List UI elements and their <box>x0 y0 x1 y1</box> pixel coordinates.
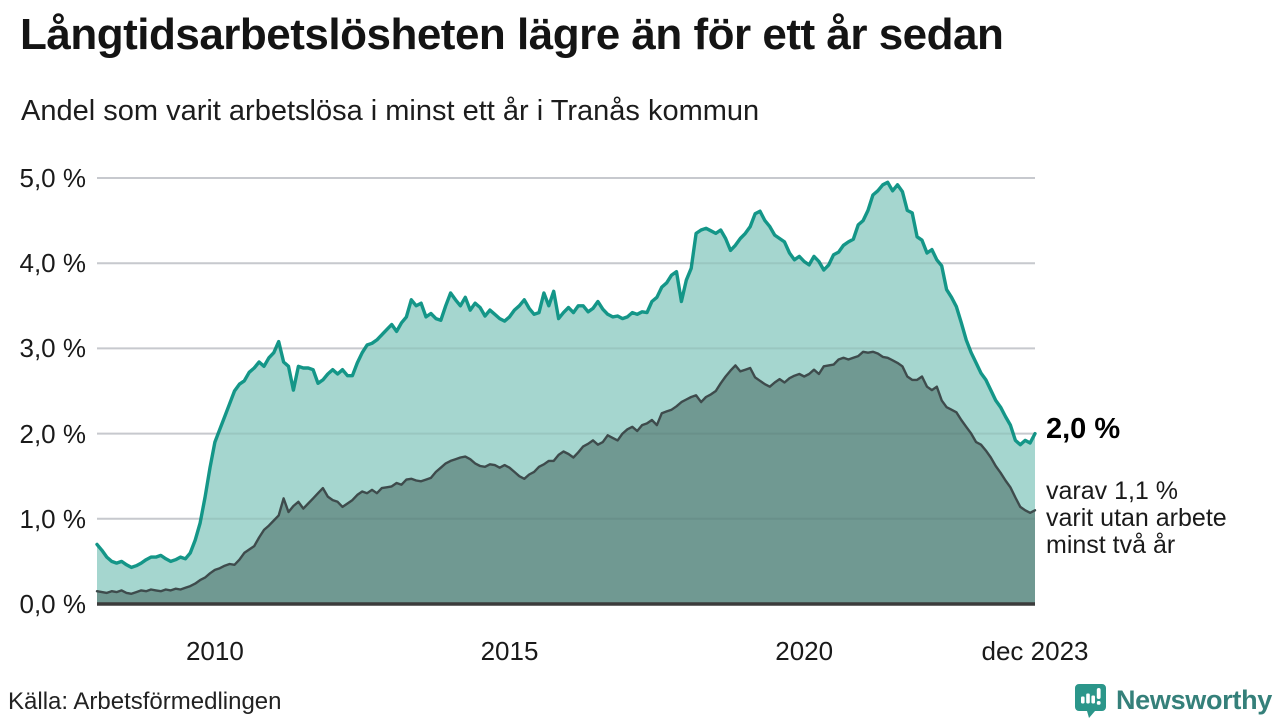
series-line-min-two-years <box>95 350 1037 595</box>
page-subtitle: Andel som varit arbetslösa i minst ett å… <box>21 95 760 127</box>
end-value-sublabel-line: minst två år <box>1046 531 1176 559</box>
end-value-sublabel-line: varit utan arbete <box>1046 504 1227 532</box>
series-line-min-one-year <box>95 180 1037 570</box>
newsworthy-wordmark: Newsworthy <box>1115 685 1272 715</box>
source-label: Källa: Arbetsförmedlingen <box>8 688 282 715</box>
series-area-min-two-years <box>97 351 1035 604</box>
end-value-sublabel-line: varav 1,1 % <box>1046 477 1179 505</box>
newsworthy-speech-bubble-chart-icon <box>1074 683 1107 718</box>
newsworthy-logo: Newsworthy <box>1074 683 1272 718</box>
page-title: Långtidsarbetslösheten lägre än för ett … <box>20 10 1004 59</box>
end-value-sublabel: varav 1,1 % varit utan arbete minst två år <box>1046 478 1227 559</box>
end-value-label: 2,0 % <box>1046 413 1121 445</box>
